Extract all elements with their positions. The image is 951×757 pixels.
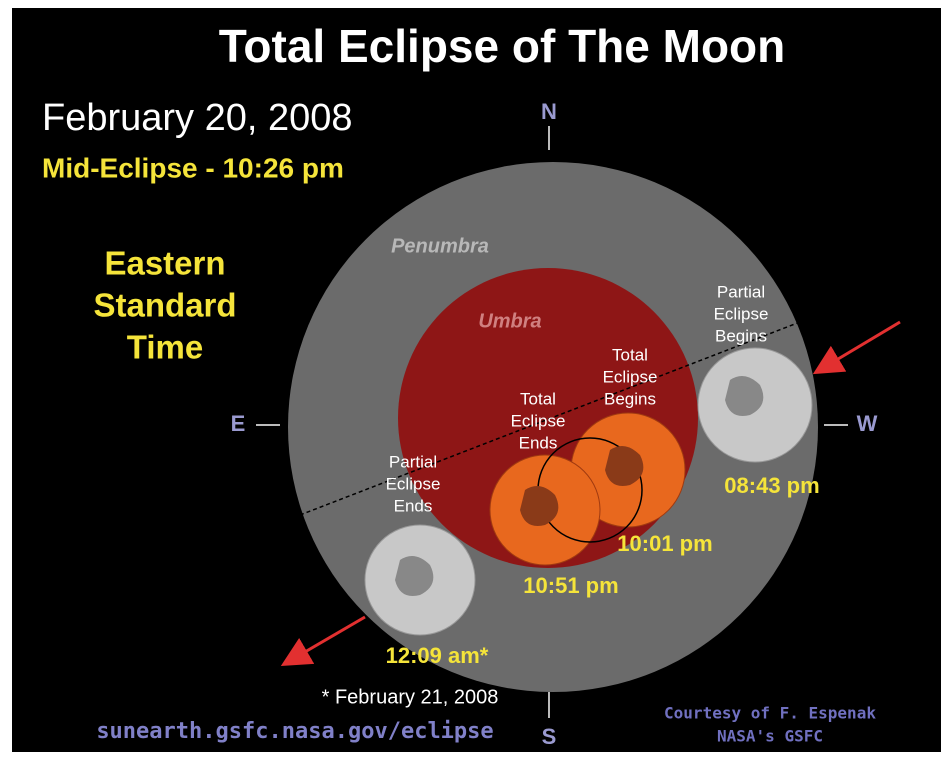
stage-label: Ends — [519, 433, 558, 452]
stage-time: 08:43 pm — [724, 473, 819, 498]
title: Total Eclipse of The Moon — [219, 20, 786, 72]
stage-label: Partial — [389, 452, 437, 471]
compass-label: E — [231, 411, 246, 436]
date: February 20, 2008 — [42, 97, 353, 139]
compass-label: W — [857, 411, 878, 436]
stage-label: Begins — [604, 389, 656, 408]
stage-label: Eclipse — [603, 367, 658, 386]
penumbra-label: Penumbra — [391, 235, 489, 257]
time-zone-line: Standard — [93, 287, 236, 324]
time-zone-line: Eastern — [104, 245, 225, 282]
footnote: * February 21, 2008 — [322, 686, 499, 708]
stage-label: Eclipse — [511, 411, 566, 430]
credit: Courtesy of F. Espenak — [664, 704, 876, 723]
stage-label: Begins — [715, 326, 767, 345]
stage-label: Total — [612, 345, 648, 364]
mid-eclipse: Mid-Eclipse - 10:26 pm — [42, 152, 344, 183]
umbra-label: Umbra — [478, 310, 541, 332]
compass-label: S — [542, 724, 557, 749]
stage-label: Total — [520, 389, 556, 408]
stage-time: 10:01 pm — [617, 531, 712, 556]
stage-label: Ends — [394, 496, 433, 515]
time-zone-line: Time — [127, 329, 203, 366]
stage-label: Eclipse — [714, 304, 769, 323]
url: sunearth.gsfc.nasa.gov/eclipse — [96, 719, 493, 744]
stage-label: Eclipse — [386, 474, 441, 493]
stage-label: Partial — [717, 282, 765, 301]
stage-time: 10:51 pm — [523, 573, 618, 598]
stage-time: 12:09 am* — [386, 643, 489, 668]
credit: NASA's GSFC — [717, 727, 823, 746]
eclipse-diagram: Total Eclipse of The Moon February 20, 2… — [0, 0, 951, 757]
compass-label: N — [541, 99, 557, 124]
